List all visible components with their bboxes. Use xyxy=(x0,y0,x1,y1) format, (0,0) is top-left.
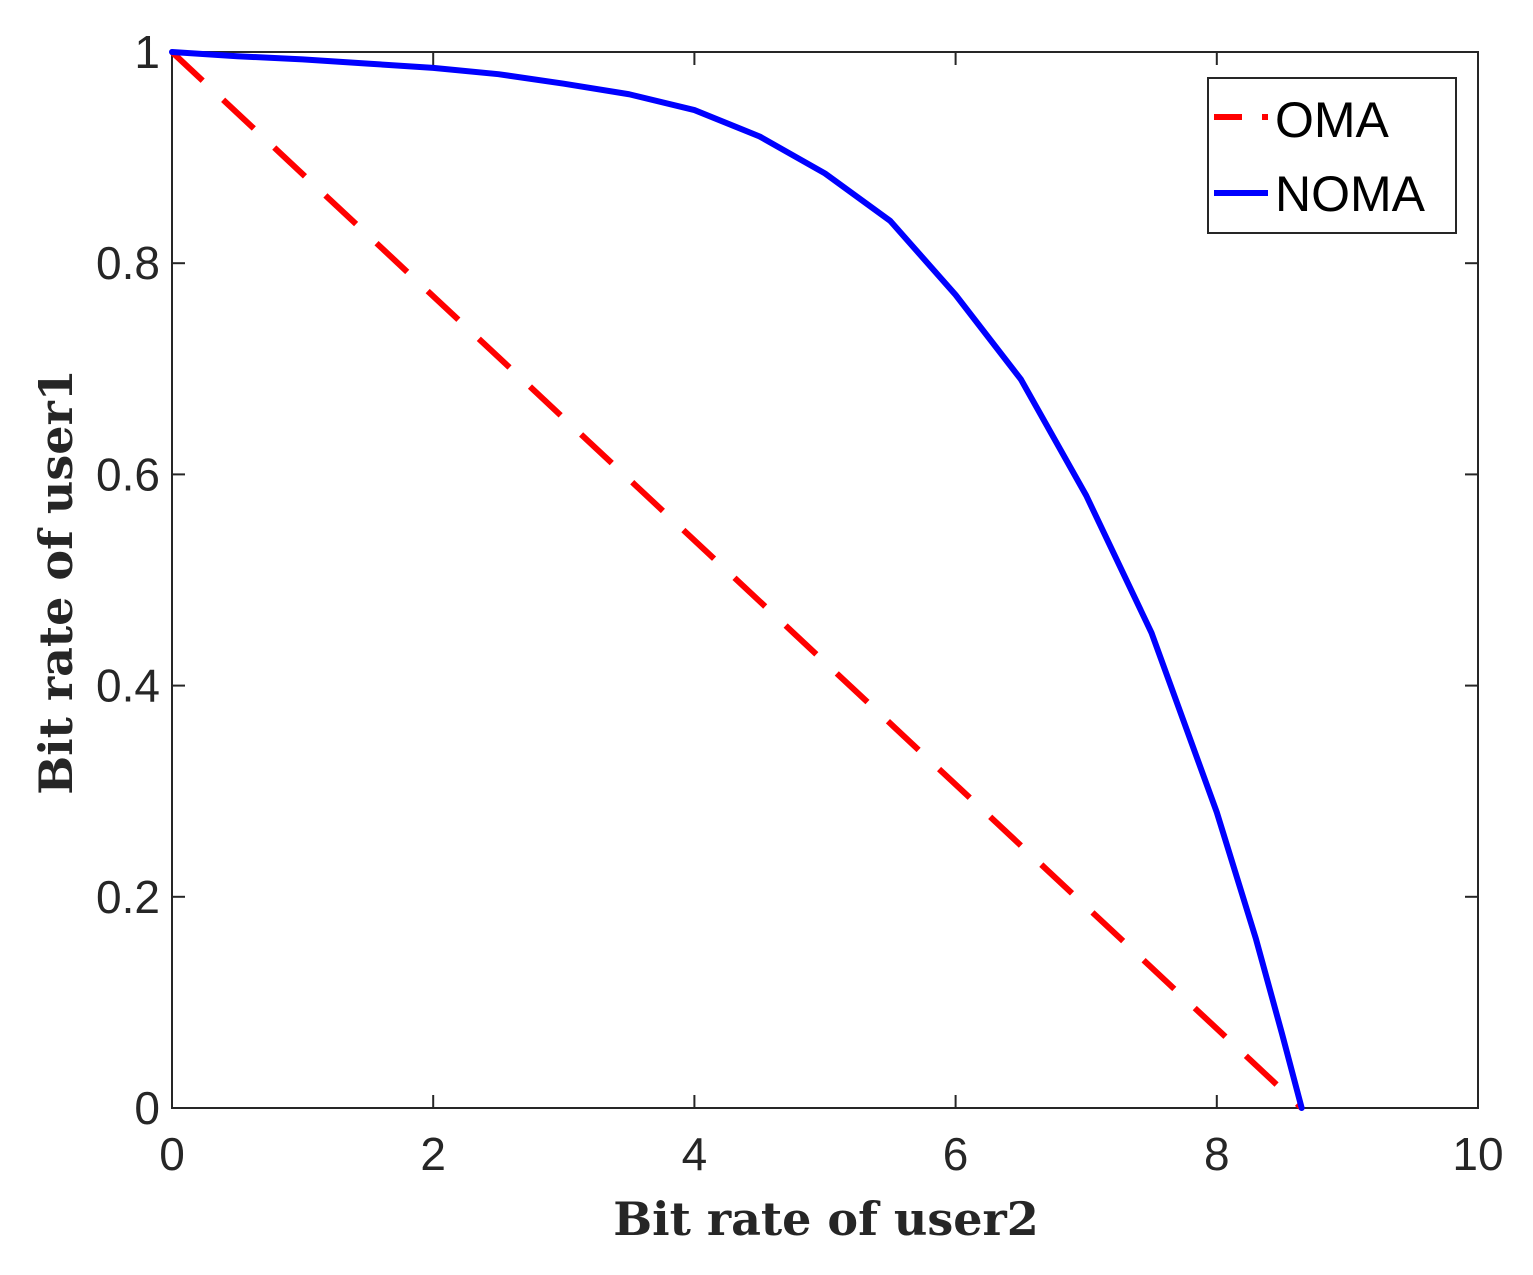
series-line-oma xyxy=(169,49,1304,1111)
y-tick-label: 1 xyxy=(134,26,160,78)
x-tick-label: 0 xyxy=(159,1128,185,1180)
y-tick-labels: 0 0.2 0.4 0.6 0.8 1 xyxy=(96,26,160,1134)
series-layer xyxy=(169,49,1305,1111)
legend-oma-label: OMA xyxy=(1275,92,1390,148)
y-tick-label: 0.6 xyxy=(96,448,160,500)
x-tick-label: 6 xyxy=(943,1128,969,1180)
x-tick-label: 2 xyxy=(420,1128,446,1180)
x-tick-label: 4 xyxy=(682,1128,708,1180)
legend-noma-label: NOMA xyxy=(1275,166,1426,222)
y-tick-label: 0.8 xyxy=(96,237,160,289)
y-tick-label: 0.2 xyxy=(96,871,160,923)
y-tick-label: 0 xyxy=(134,1082,160,1134)
y-tick-label: 0.4 xyxy=(96,660,160,712)
legend-box xyxy=(1207,77,1457,234)
x-tick-label: 10 xyxy=(1452,1128,1503,1180)
legend: OMA NOMA xyxy=(1207,77,1457,234)
x-axis-label: Bit rate of user2 xyxy=(613,1192,1039,1246)
x-tick-labels: 0 2 4 6 8 10 xyxy=(159,1128,1503,1180)
series-line-noma xyxy=(169,49,1305,1111)
x-tick-label: 8 xyxy=(1204,1128,1230,1180)
y-axis-label: Bit rate of user1 xyxy=(29,369,83,795)
axis-ticks xyxy=(171,51,1479,1109)
